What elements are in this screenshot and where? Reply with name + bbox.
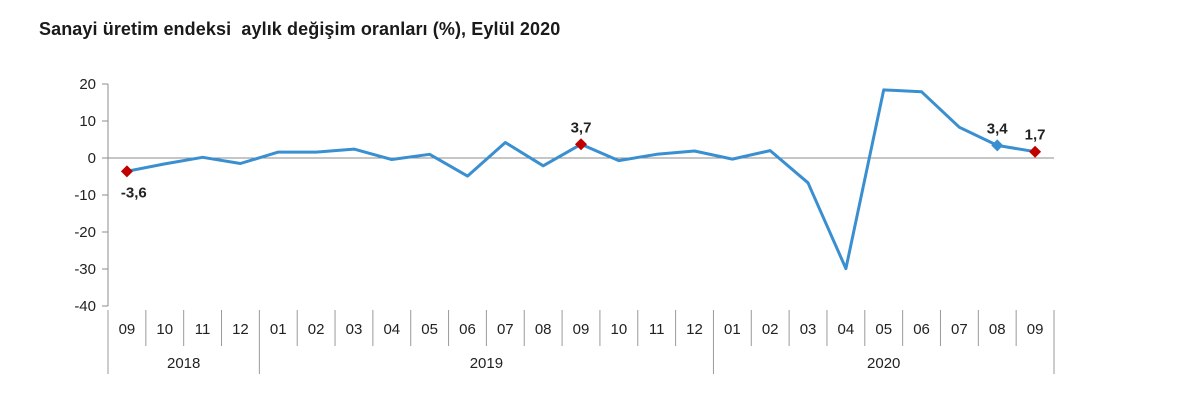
- x-tick-label: 02: [308, 321, 325, 338]
- x-tick-label: 03: [800, 321, 817, 338]
- data-label: -3,6: [121, 184, 147, 201]
- year-label: 2019: [470, 355, 503, 372]
- y-tick-label: 0: [88, 150, 96, 167]
- x-tick-label: 07: [951, 321, 968, 338]
- x-tick-label: 08: [535, 321, 552, 338]
- y-tick-label: 10: [79, 113, 96, 130]
- x-tick-label: 11: [195, 321, 211, 338]
- x-tick-label: 05: [875, 321, 892, 338]
- x-tick-label: 10: [610, 321, 627, 338]
- x-tick-label: 07: [497, 321, 514, 338]
- year-label: 2020: [867, 355, 900, 372]
- data-label: 3,4: [987, 120, 1009, 137]
- x-tick-label: 01: [724, 321, 741, 338]
- x-tick-label: 02: [762, 321, 779, 338]
- x-tick-label: 04: [383, 321, 400, 338]
- data-label: 1,7: [1025, 127, 1046, 144]
- y-tick-label: -30: [74, 261, 96, 278]
- data-point-marker: [120, 165, 133, 178]
- x-tick-label: 03: [346, 321, 363, 338]
- year-label: 2018: [167, 355, 200, 372]
- data-point-marker: [1029, 145, 1042, 158]
- y-tick-label: -10: [74, 187, 96, 204]
- chart-title: Sanayi üretim endeksi aylık değişim oran…: [39, 19, 561, 39]
- x-tick-label: 05: [421, 321, 438, 338]
- x-tick-label: 12: [686, 321, 703, 338]
- data-point-marker: [575, 138, 587, 151]
- x-tick-label: 06: [459, 321, 476, 338]
- x-tick-label: 06: [913, 321, 930, 338]
- x-tick-label: 09: [119, 321, 136, 338]
- y-tick-label: 20: [79, 76, 96, 93]
- x-tick-label: 04: [838, 321, 855, 338]
- series-line: [125, 88, 1037, 271]
- x-tick-label: 12: [232, 321, 249, 338]
- x-tick-label: 11: [649, 321, 665, 338]
- data-point-marker: [991, 139, 1004, 152]
- data-label: 3,7: [571, 119, 592, 136]
- x-tick-label: 10: [156, 321, 173, 338]
- y-tick-label: -20: [74, 224, 96, 241]
- x-tick-label: 08: [989, 321, 1006, 338]
- x-tick-label: 09: [573, 321, 590, 338]
- x-tick-label: 01: [270, 321, 287, 338]
- y-tick-label: -40: [74, 298, 96, 315]
- x-tick-label: 09: [1027, 321, 1044, 338]
